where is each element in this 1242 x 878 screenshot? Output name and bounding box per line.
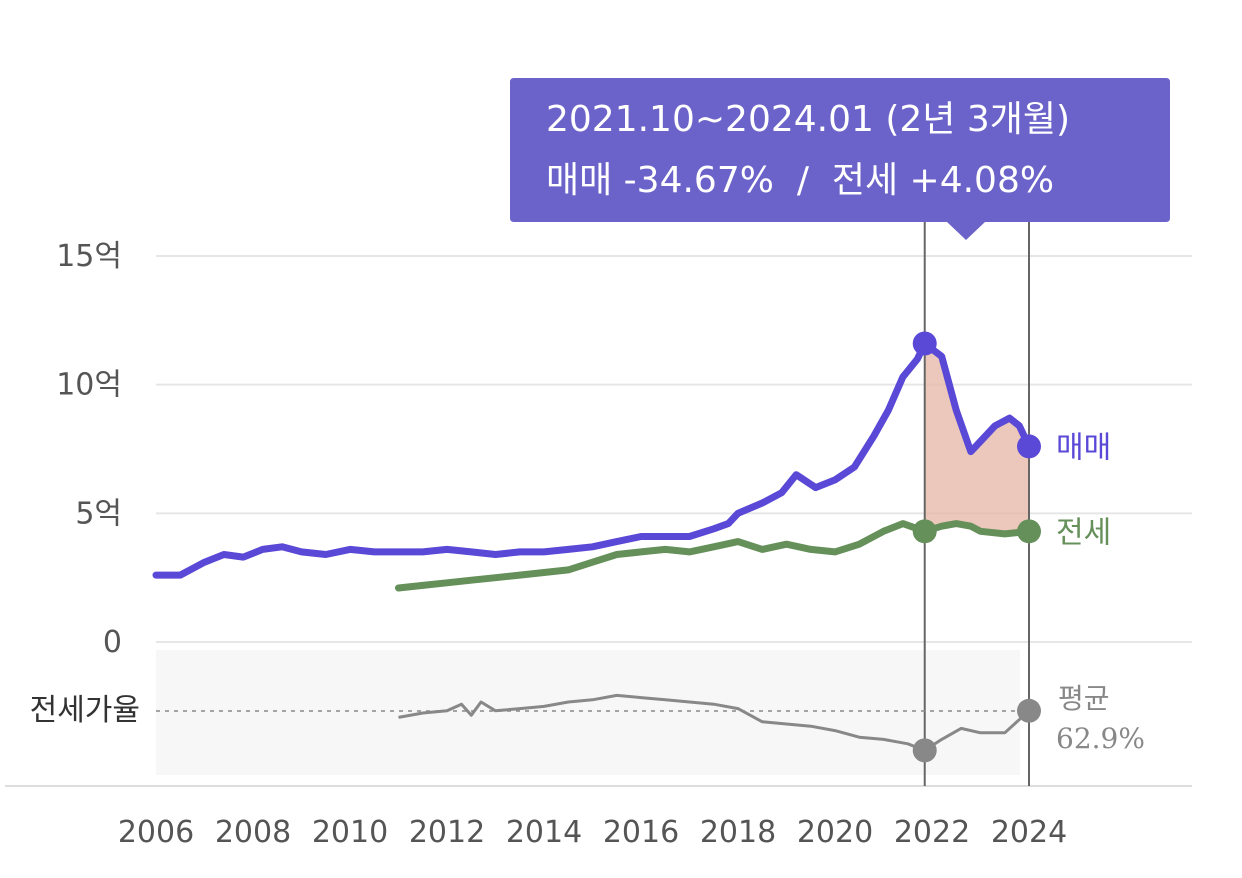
x-tick-label: 2012 xyxy=(409,815,485,850)
x-tick-label: 2024 xyxy=(991,815,1067,850)
jeonse-start-marker xyxy=(912,519,937,544)
ratio-average-label: 평균 xyxy=(1058,682,1110,715)
series-end-markers xyxy=(912,331,1041,763)
x-tick-label: 2016 xyxy=(603,815,679,850)
highlight-area xyxy=(924,343,1029,534)
range-tooltip: 2021.10~2024.01 (2년 3개월) 매매 -34.67% / 전세… xyxy=(510,78,1170,240)
x-tick-label: 2022 xyxy=(894,815,970,850)
tooltip-box xyxy=(510,78,1170,240)
ratio-average-value: 62.9% xyxy=(1056,722,1145,755)
series-line-sale xyxy=(152,340,1033,579)
tooltip-period: 2021.10~2024.01 (2년 3개월) xyxy=(546,99,1070,140)
x-tick-label: 2010 xyxy=(312,815,388,850)
x-tick-label: 2018 xyxy=(700,815,776,850)
ratio-end-marker xyxy=(1017,698,1041,723)
y-axis-ticks: 15억 10억 5억 0 xyxy=(56,239,122,660)
sale-start-marker xyxy=(912,331,937,356)
series-label-jeonse: 전세 xyxy=(1056,515,1111,550)
x-tick-label: 2008 xyxy=(215,815,291,850)
x-tick-label: 2006 xyxy=(118,815,194,850)
y-tick-label: 10억 xyxy=(56,368,122,403)
y-tick-label: 5억 xyxy=(75,496,122,531)
jeonse-end-marker xyxy=(1017,519,1041,544)
tooltip-change: 매매 -34.67% / 전세 +4.08% xyxy=(546,160,1054,201)
y-tick-label: 15억 xyxy=(56,239,122,274)
x-tick-label: 2014 xyxy=(506,815,582,850)
x-axis-ticks: 2006 2008 2010 2012 2014 2016 2018 2020 2022 2024 xyxy=(118,815,1067,850)
series-line-jeonse xyxy=(395,520,1033,592)
x-tick-label: 2020 xyxy=(797,815,873,850)
series-label-sale: 매매 xyxy=(1056,430,1111,465)
gridlines xyxy=(156,255,1192,643)
ratio-panel-background xyxy=(156,650,1020,775)
y-tick-label: 0 xyxy=(103,625,122,660)
sale-end-marker xyxy=(1017,434,1041,459)
ratio-start-marker xyxy=(912,738,937,763)
ratio-label: 전세가율 xyxy=(30,693,140,728)
ratio-panel: 전세가율 평균 62.9% xyxy=(30,682,1145,755)
